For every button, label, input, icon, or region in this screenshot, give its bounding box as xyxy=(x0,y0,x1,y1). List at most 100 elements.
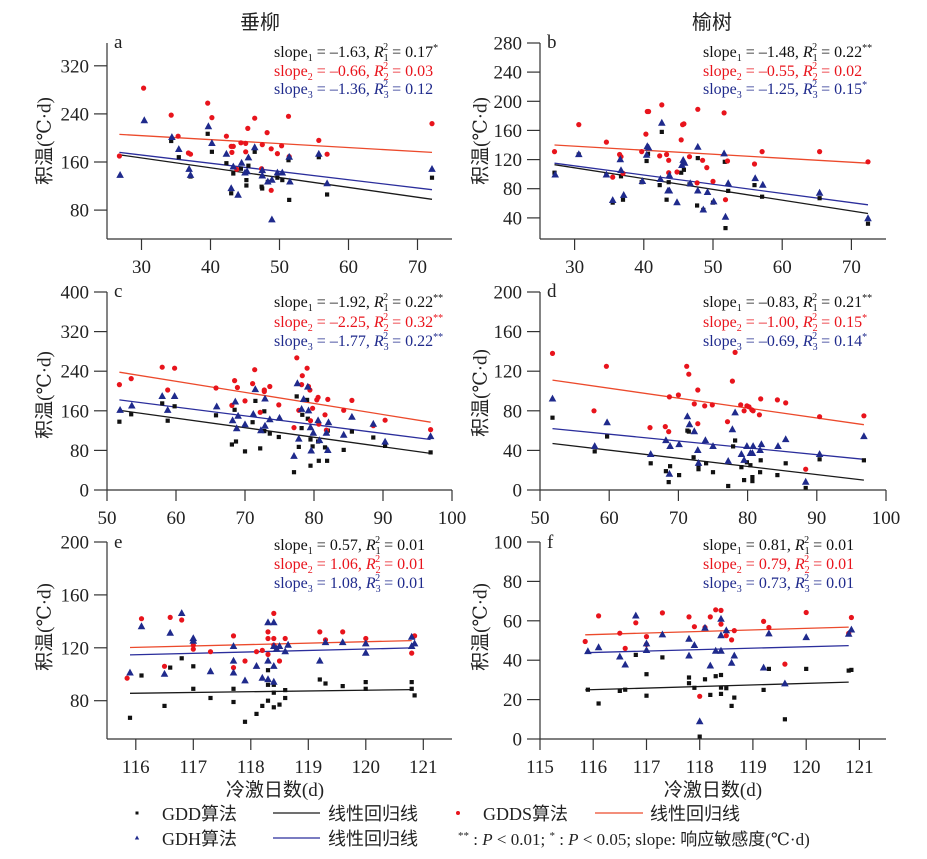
gdh-point xyxy=(844,629,853,637)
gdh-point xyxy=(801,477,810,485)
gdds-point xyxy=(245,125,251,131)
equals-sign: = xyxy=(742,314,759,331)
slope-word: slope xyxy=(703,537,737,554)
separator: , xyxy=(366,44,374,61)
gdds-point xyxy=(316,137,322,143)
x-tick-label: 60 xyxy=(167,508,186,529)
gdh-point xyxy=(673,198,681,206)
gdh-point xyxy=(608,196,617,203)
separator: , xyxy=(795,44,803,61)
significance-mark: ** xyxy=(433,332,443,343)
gdd-point xyxy=(803,485,808,491)
gdd-point xyxy=(660,655,665,660)
y-tick-label: 280 xyxy=(494,34,523,55)
gdh-point xyxy=(602,170,611,178)
x-tick-label: 70 xyxy=(842,257,861,278)
gdd-point xyxy=(663,469,668,474)
gdds-point xyxy=(294,355,300,361)
equals-sign: = xyxy=(817,294,834,311)
gdds-point xyxy=(576,122,582,128)
gdd-point xyxy=(310,444,315,449)
annotation-gdh: slope3 = –0.69, R32 = 0.14* xyxy=(703,331,867,353)
gdh-point xyxy=(815,188,824,196)
column-title: 榆树 xyxy=(692,11,732,34)
gdd-point xyxy=(165,418,170,423)
r2-value: 0.12 xyxy=(405,81,433,98)
gdh-point xyxy=(249,410,258,417)
gdds-point xyxy=(759,149,765,155)
gdds-point xyxy=(243,149,249,155)
y-tick-label: 20 xyxy=(503,690,522,711)
gdh-point xyxy=(128,401,136,409)
gdds-point xyxy=(363,635,369,642)
gdd-point xyxy=(605,434,610,439)
gdd-point xyxy=(265,682,271,687)
x-axis-label: 冷激日数(d) xyxy=(226,779,324,801)
slope-index: 3 xyxy=(308,342,313,353)
gdh-point xyxy=(656,175,665,182)
separator: , xyxy=(795,63,803,80)
gdds-point xyxy=(325,396,331,402)
r-index: 3 xyxy=(384,342,389,353)
gdh-point xyxy=(711,646,720,654)
gdh-point xyxy=(237,158,246,166)
gdd-point xyxy=(286,158,291,163)
gdh-point xyxy=(270,662,278,669)
r-index: 1 xyxy=(376,546,381,557)
slope-value: –1.25 xyxy=(758,81,795,98)
gdd-point xyxy=(596,701,601,706)
gdh-point xyxy=(257,426,265,434)
series-gdds xyxy=(124,610,418,681)
gdh-point xyxy=(232,424,241,432)
gdd-point xyxy=(726,483,731,489)
x-tick-label: 118 xyxy=(686,757,714,778)
series-gdd xyxy=(117,394,433,475)
gdds-point xyxy=(253,649,260,655)
footnote-text: : xyxy=(473,830,482,849)
gdh-point xyxy=(690,641,699,648)
gdds-point xyxy=(324,151,330,157)
y-tick-label: 200 xyxy=(494,283,523,304)
r2-value: 0.22 xyxy=(405,333,433,350)
gdds-point xyxy=(341,407,347,413)
gdds-point xyxy=(722,197,729,203)
gdh-point xyxy=(166,628,174,636)
equals-sign: = xyxy=(809,537,826,554)
gdds-point xyxy=(750,408,756,414)
gdds-point xyxy=(718,621,724,627)
regression-line-gdd xyxy=(554,164,869,215)
annotation-gdds: slope2 = –1.00, R22 = 0.15* xyxy=(703,312,867,334)
gdh-point xyxy=(774,442,782,449)
gdd-point xyxy=(666,480,671,485)
gdh-point xyxy=(675,440,683,448)
footnote-text: : xyxy=(559,830,568,849)
gdh-point xyxy=(717,646,725,654)
gdd-point xyxy=(686,681,692,686)
y-axis-label: 积温(℃·d) xyxy=(34,351,56,439)
gdd-point xyxy=(238,166,243,171)
gdds-point xyxy=(128,376,134,382)
gdds-point xyxy=(761,618,767,625)
gdds-point xyxy=(213,385,219,391)
legend-gdh-marker-icon xyxy=(134,835,140,840)
gdd-point xyxy=(308,437,313,442)
gdh-point xyxy=(315,436,324,444)
y-tick-label: 0 xyxy=(80,481,90,502)
significance-mark: * xyxy=(862,80,867,91)
gdds-point xyxy=(276,402,282,408)
slope-value: –1.48 xyxy=(758,44,795,61)
r-squared-exponent: 2 xyxy=(812,79,817,90)
gdh-point xyxy=(731,408,739,416)
x-tick-label: 120 xyxy=(352,757,381,778)
gdh-point xyxy=(258,171,267,179)
r-symbol: R xyxy=(802,81,813,98)
gdds-point xyxy=(271,610,277,617)
equals-sign: = xyxy=(313,333,330,350)
gdds-point xyxy=(190,646,196,652)
y-tick-label: 80 xyxy=(503,572,522,593)
r-symbol: R xyxy=(802,63,813,80)
gdh-point xyxy=(275,413,284,421)
gdd-point xyxy=(718,672,724,678)
gdh-point xyxy=(666,442,674,449)
